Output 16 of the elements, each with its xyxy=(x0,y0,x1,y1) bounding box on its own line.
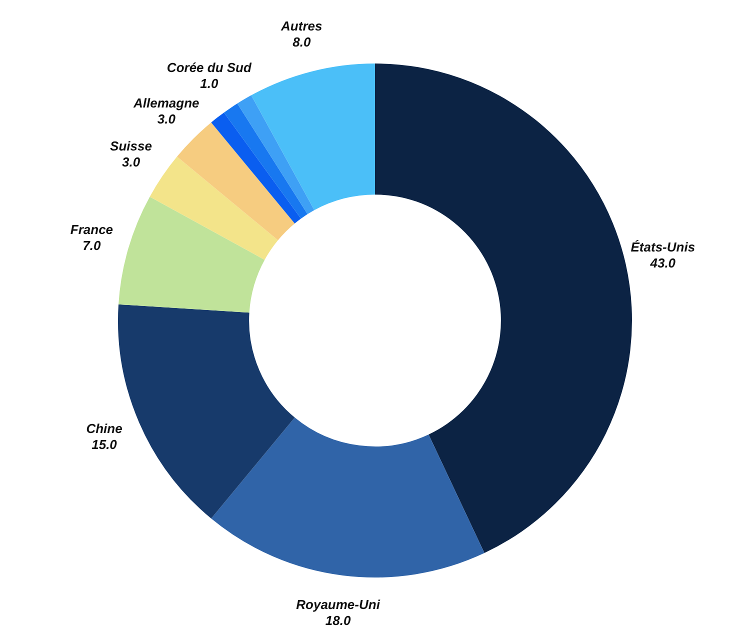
slice-label: Allemagne xyxy=(132,95,200,110)
slice-label: États-Unis xyxy=(630,240,696,255)
slice-label: Corée du Sud xyxy=(166,60,252,76)
slice-label: Royaume-Uni xyxy=(296,596,380,612)
data-label: 3.0 xyxy=(157,111,176,126)
data-label: 18.0 xyxy=(325,612,352,628)
data-label: 15.0 xyxy=(92,437,118,452)
data-label: 8.0 xyxy=(292,34,312,50)
slice-label: Autres xyxy=(280,18,322,34)
slice-label: France xyxy=(70,222,114,237)
data-label: 7.0 xyxy=(82,238,102,253)
data-label: 1.0 xyxy=(200,76,219,92)
slice-label: Chine xyxy=(86,421,122,436)
slice-label: Suisse xyxy=(110,138,152,154)
data-label: 43.0 xyxy=(649,256,676,271)
data-label: 3.0 xyxy=(122,154,141,170)
